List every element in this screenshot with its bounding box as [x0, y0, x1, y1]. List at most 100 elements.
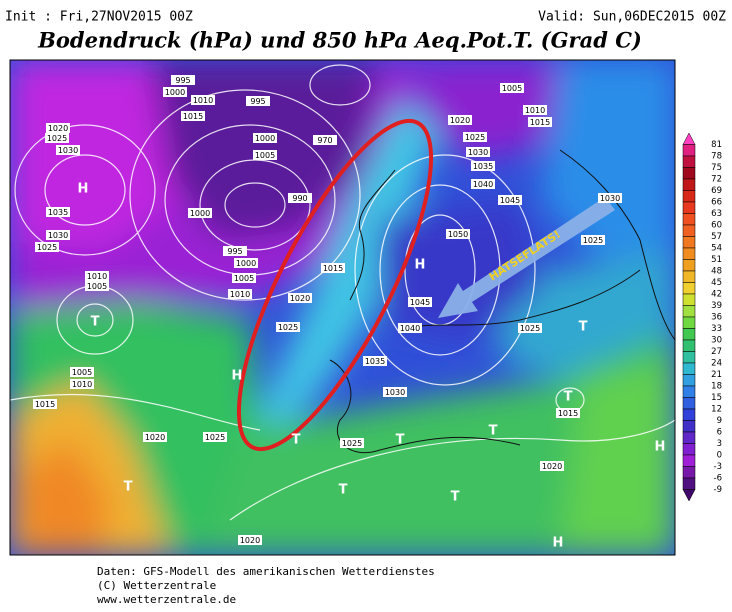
pressure-center: T — [564, 390, 573, 405]
label-box — [498, 195, 522, 205]
pressure-center: H — [553, 536, 564, 551]
isobar-label: 1030 — [468, 148, 488, 157]
label-box — [46, 230, 70, 240]
label-box — [463, 132, 487, 142]
isobar-label: 1025 — [520, 324, 540, 333]
pressure-center: H — [655, 440, 666, 455]
isobar-label: 1005 — [255, 151, 275, 160]
colorbar-label: -3 — [714, 462, 722, 472]
isobar-label: 1020 — [48, 124, 68, 133]
pressure-center: T — [91, 315, 100, 330]
isobar-label: 1005 — [87, 282, 107, 291]
label-box — [518, 323, 542, 333]
label-box — [321, 263, 345, 273]
isobar-label: 1010 — [87, 272, 107, 281]
label-box — [523, 105, 547, 115]
colorbar-cap — [682, 132, 696, 145]
label-box — [466, 147, 490, 157]
footer-line: (C) Wetterzentrale — [97, 579, 216, 592]
colorbar-label: 72 — [711, 175, 722, 185]
footer-line: Daten: GFS-Modell des amerikanischen Wet… — [97, 565, 435, 578]
label-box — [85, 271, 109, 281]
colorbar-label: 54 — [711, 244, 722, 254]
colorbar-swatch — [682, 385, 696, 398]
colorbar-swatch — [682, 167, 696, 180]
pressure-center: T — [489, 424, 498, 439]
isobar-label: 1025 — [37, 243, 57, 252]
label-box — [203, 432, 227, 442]
isobar-label: 1025 — [342, 439, 362, 448]
label-box — [408, 297, 432, 307]
label-box — [232, 273, 256, 283]
colorbar-swatch — [682, 144, 696, 157]
label-box — [540, 461, 564, 471]
colorbar-label: 75 — [711, 163, 722, 173]
label-box — [471, 161, 495, 171]
colorbar-swatch — [682, 443, 696, 456]
colorbar-label: 45 — [711, 278, 722, 288]
colorbar-label: 21 — [711, 370, 722, 380]
isobar-label: 1025 — [583, 236, 603, 245]
label-box — [253, 150, 277, 160]
isobar-label: 1010 — [193, 96, 213, 105]
colorbar-swatch — [682, 362, 696, 375]
label-box — [46, 123, 70, 133]
isobar-label: 995 — [175, 76, 190, 85]
isobar-label: 1015 — [558, 409, 578, 418]
label-box — [340, 438, 364, 448]
colorbar-label: 33 — [711, 324, 722, 334]
isobar-label: 1020 — [240, 536, 260, 545]
isobar-label: 1005 — [234, 274, 254, 283]
colorbar-swatch — [682, 397, 696, 410]
colorbar-label: 36 — [711, 313, 722, 323]
isobar-label: 1030 — [48, 231, 68, 240]
isobar-label: 1050 — [448, 230, 468, 239]
isobar-label: 1035 — [365, 357, 385, 366]
isobar-label: 1020 — [450, 116, 470, 125]
label-box — [288, 193, 312, 203]
colorbar-swatch — [682, 328, 696, 341]
isobar-label: 1005 — [72, 368, 92, 377]
pressure-center: T — [292, 433, 301, 448]
colorbar-label: 6 — [717, 428, 722, 438]
label-box — [528, 117, 552, 127]
colorbar-label: 15 — [711, 393, 722, 403]
pressure-center: H — [78, 182, 89, 197]
colorbar-swatch — [682, 316, 696, 329]
isobar-label: 1015 — [35, 400, 55, 409]
pressure-center: T — [451, 490, 460, 505]
label-box — [363, 356, 387, 366]
valid-time: Valid: Sun,06DEC2015 00Z — [538, 10, 726, 25]
colorbar-label: 30 — [711, 336, 722, 346]
isobar-label: 1015 — [183, 112, 203, 121]
colorbar-swatch — [682, 477, 696, 490]
highlight-ellipse — [236, 118, 434, 452]
isobar-label: 1030 — [385, 388, 405, 397]
label-box — [581, 235, 605, 245]
colorbar-cap — [682, 489, 696, 502]
colorbar-swatch — [682, 259, 696, 272]
colorbar-swatch — [682, 431, 696, 444]
pressure-center: T — [339, 483, 348, 498]
colorbar-swatch — [682, 420, 696, 433]
isobar-label: 1020 — [290, 294, 310, 303]
isobar-label: 1000 — [236, 259, 256, 268]
colorbar-label: 42 — [711, 290, 722, 300]
isobar-label: 995 — [250, 97, 265, 106]
colorbar-label: 12 — [711, 405, 722, 415]
label-box — [598, 193, 622, 203]
isobar-label: 1030 — [600, 194, 620, 203]
isobar-label: 1045 — [410, 298, 430, 307]
colorbar-swatch — [682, 155, 696, 168]
colorbar-label: 48 — [711, 267, 722, 277]
init-time: Init : Fri,27NOV2015 00Z — [5, 10, 193, 25]
colorbar-swatch — [682, 190, 696, 203]
label-box — [246, 96, 270, 106]
isobar-label: 1010 — [525, 106, 545, 115]
map-field: HATSEFLATS! 9951000101010151020102510309… — [10, 60, 675, 555]
colorbar-label: 3 — [717, 439, 722, 449]
colorbar-swatch — [682, 454, 696, 467]
map-title: Bodendruck (hPa) und 850 hPa Aeq.Pot.T. … — [37, 28, 642, 53]
pressure-center: T — [579, 320, 588, 335]
isobar-label: 1020 — [542, 462, 562, 471]
